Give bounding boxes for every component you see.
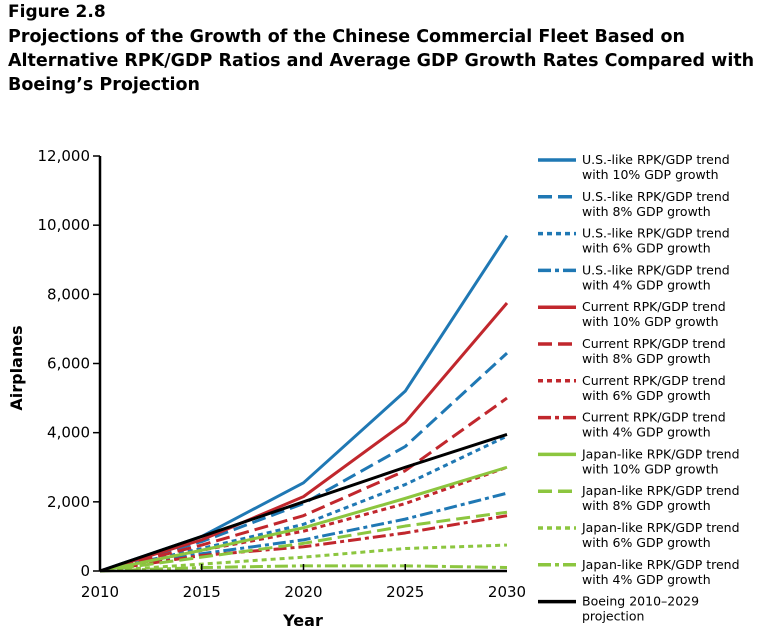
x-axis-title: Year <box>282 611 323 630</box>
x-tick-label: 2015 <box>183 583 221 601</box>
legend-label-line2: with 6% GDP growth <box>582 241 711 256</box>
series-line-current-rpk-gdp-trend-with-6-gdp-growth <box>99 465 508 573</box>
legend-label-line2: with 10% GDP growth <box>582 314 719 329</box>
legend-label-line2: with 8% GDP growth <box>582 204 711 219</box>
y-tick-label: 8,000 <box>47 285 90 303</box>
legend-label: Current RPK/GDP trend <box>582 299 726 314</box>
legend-label: U.S.-like RPK/GDP trend <box>582 189 730 204</box>
x-ticks: 2010 2015 2020 2025 2030 <box>81 564 526 601</box>
series-line-u-s-like-rpk-gdp-trend-with-8-gdp-growth <box>99 352 509 573</box>
legend-label-line2: with 6% GDP growth <box>582 388 711 403</box>
x-tick-label: 2020 <box>284 583 322 601</box>
series-line-current-rpk-gdp-trend-with-10-gdp-growth <box>99 302 509 573</box>
legend-label: U.S.-like RPK/GDP trend <box>582 152 730 167</box>
y-ticks: 0 2,000 4,000 6,000 8,000 10,000 12,000 <box>38 147 100 580</box>
legend-label-line2: with 4% GDP growth <box>582 572 711 587</box>
legend-label: Boeing 2010–2029 <box>582 594 699 609</box>
legend-label-line2: with 10% GDP growth <box>582 461 719 476</box>
legend-label-line2: with 4% GDP growth <box>582 425 711 440</box>
legend-label-line2: with 4% GDP growth <box>582 277 711 292</box>
figure-title: Projections of the Growth of the Chinese… <box>8 27 755 95</box>
series-line-japan-like-rpk-gdp-trend-with-8-gdp-growth <box>99 510 508 573</box>
legend-label-line2: with 8% GDP growth <box>582 351 711 366</box>
legend-label: Current RPK/GDP trend <box>582 410 726 425</box>
x-tick-label: 2030 <box>488 583 526 601</box>
series-line-current-rpk-gdp-trend-with-8-gdp-growth <box>99 396 508 573</box>
legend-label: Current RPK/GDP trend <box>582 336 726 351</box>
legend-label-line2: projection <box>582 609 644 624</box>
y-axis-title: Airplanes <box>7 325 26 410</box>
legend-label: Japan-like RPK/GDP trend <box>581 446 740 461</box>
legend-label: Japan-like RPK/GDP trend <box>581 483 740 498</box>
x-tick-label: 2010 <box>81 583 119 601</box>
plot-lines <box>99 234 509 573</box>
y-tick-label: 4,000 <box>47 424 90 442</box>
legend-label: Current RPK/GDP trend <box>582 373 726 388</box>
series-line-u-s-like-rpk-gdp-trend-with-6-gdp-growth <box>99 434 508 573</box>
y-tick-label: 2,000 <box>47 493 90 511</box>
y-tick-label: 0 <box>80 562 90 580</box>
figure-label: Figure 2.8 <box>8 2 106 22</box>
series-line-boeing-2010-2029-projection <box>99 432 508 573</box>
x-tick-label: 2025 <box>386 583 424 601</box>
legend-label: U.S.-like RPK/GDP trend <box>582 226 730 241</box>
legend-label-line2: with 10% GDP growth <box>582 167 719 182</box>
legend-label-line2: with 8% GDP growth <box>582 498 711 513</box>
legend-label: Japan-like RPK/GDP trend <box>581 520 740 535</box>
y-tick-label: 10,000 <box>38 216 91 234</box>
series-line-japan-like-rpk-gdp-trend-with-10-gdp-growth <box>99 465 508 573</box>
legend-label-line2: with 6% GDP growth <box>582 535 711 550</box>
legend-label: U.S.-like RPK/GDP trend <box>582 262 730 277</box>
y-tick-label: 6,000 <box>47 355 90 373</box>
legend-label: Japan-like RPK/GDP trend <box>581 557 740 572</box>
series-line-japan-like-rpk-gdp-trend-with-6-gdp-growth <box>99 543 508 573</box>
y-tick-label: 12,000 <box>38 147 91 165</box>
